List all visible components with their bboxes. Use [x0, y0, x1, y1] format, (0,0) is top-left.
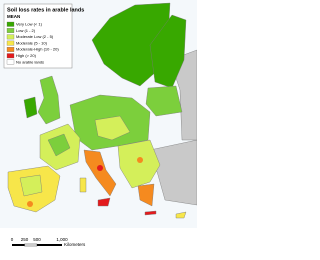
scale-unit: Kilometers	[64, 242, 86, 247]
legend-subtitle: MEAN	[7, 14, 20, 19]
finland	[149, 14, 187, 89]
legend-label: Low (1 - 2)	[16, 28, 36, 33]
scale-label: 250	[21, 237, 29, 242]
sicily	[97, 197, 111, 207]
scale-segment	[12, 244, 25, 246]
legend-swatch	[6, 28, 15, 33]
hotspot	[27, 201, 33, 207]
great-britain	[37, 75, 61, 125]
sardinia	[79, 177, 87, 193]
map-figure: Soil loss rates in arable lands MEAN Ver…	[0, 0, 198, 247]
scale-segment	[24, 243, 38, 247]
balkans	[117, 139, 161, 189]
ireland	[23, 96, 38, 119]
legend-label: High (> 20)	[16, 53, 37, 58]
baltics	[145, 85, 183, 117]
legend-swatch	[6, 47, 15, 52]
legend-box	[3, 3, 73, 69]
scale-label: 500	[33, 237, 41, 242]
legend-label: No arable lands	[16, 59, 44, 64]
legend-title: Soil loss rates in arable lands	[7, 7, 84, 13]
cyprus	[175, 211, 187, 219]
legend-swatch	[6, 53, 15, 59]
region	[19, 174, 43, 197]
scale-label: 0	[11, 237, 14, 242]
scale-segment	[37, 244, 62, 246]
legend-label: Moderate-High (10 - 20)	[16, 47, 59, 52]
legend-swatch	[6, 59, 15, 65]
legend-label: Moderate Low (2 - 5)	[16, 34, 54, 39]
crete	[144, 210, 157, 216]
legend-items: Very Low (< 1) Low (1 - 2)Moderate Low (2…	[6, 21, 59, 65]
scale-label: 1,000	[56, 237, 68, 242]
legend-label: Moderate (5 - 10)	[16, 40, 48, 45]
legend-label: Very Low (< 1)	[16, 21, 43, 26]
greece	[137, 183, 155, 207]
legend-swatch	[6, 21, 15, 27]
region	[94, 115, 131, 141]
hotspot	[137, 157, 143, 163]
legend-swatch	[6, 34, 15, 40]
region	[47, 133, 71, 157]
legend-swatch	[6, 40, 15, 46]
italy	[83, 149, 117, 197]
hotspot	[97, 165, 103, 171]
